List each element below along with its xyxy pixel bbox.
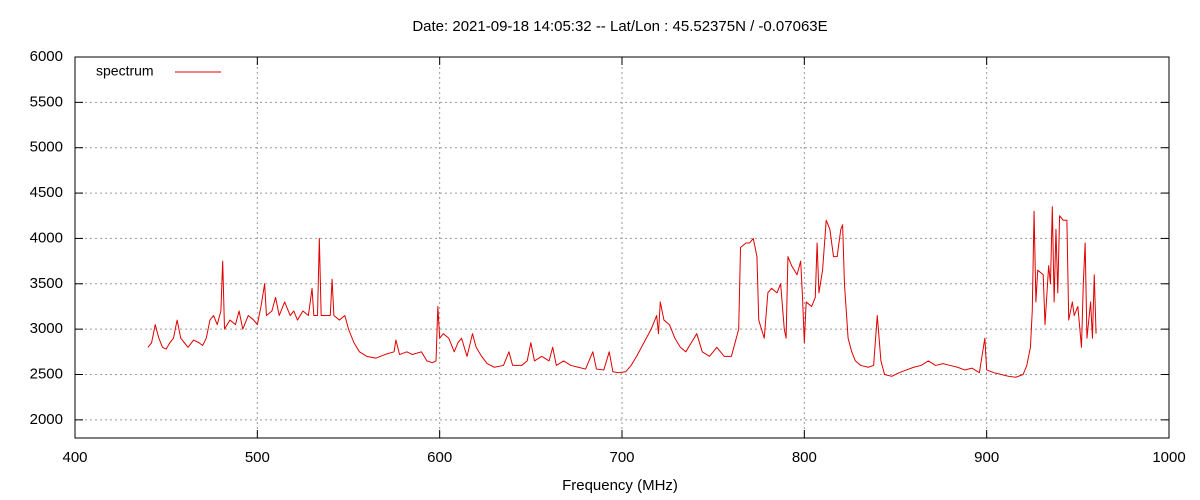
x-tick-label: 600 bbox=[427, 449, 452, 466]
series-line bbox=[147, 206, 1097, 378]
y-tick-label: 4500 bbox=[30, 184, 63, 201]
legend-label: spectrum bbox=[96, 63, 154, 79]
plot-frame bbox=[74, 56, 1170, 439]
x-tick-label: 800 bbox=[792, 449, 817, 466]
y-tick-label: 6000 bbox=[30, 48, 63, 65]
x-tick-label: 400 bbox=[62, 449, 87, 466]
x-tick-label: 700 bbox=[609, 449, 634, 466]
y-tick-label: 2000 bbox=[30, 411, 63, 428]
y-tick-label: 5000 bbox=[30, 139, 63, 156]
y-tick-label: 3500 bbox=[30, 275, 63, 292]
x-tick-label: 500 bbox=[245, 449, 270, 466]
x-tick-label: 900 bbox=[974, 449, 999, 466]
grid bbox=[74, 56, 1170, 438]
y-tick-label: 2500 bbox=[30, 365, 63, 382]
chart-title: Date: 2021-09-18 14:05:32 -- Lat/Lon : 4… bbox=[412, 18, 827, 35]
plot bbox=[147, 206, 1097, 378]
y-tick-label: 4000 bbox=[30, 229, 63, 246]
x-tick-label: 1000 bbox=[1152, 449, 1185, 466]
x-axis-label: Frequency (MHz) bbox=[562, 477, 678, 494]
y-tick-label: 3000 bbox=[30, 320, 63, 337]
legend: spectrum bbox=[96, 63, 221, 79]
y-tick-label: 5500 bbox=[30, 93, 63, 110]
